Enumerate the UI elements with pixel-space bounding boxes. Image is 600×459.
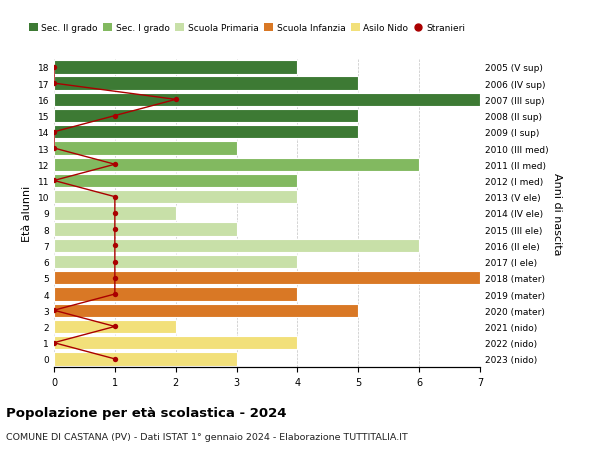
Bar: [54, 304, 358, 317]
Bar: [54, 61, 298, 74]
Bar: [54, 77, 358, 90]
Point: [110, 291, 119, 298]
Point: [110, 194, 119, 201]
Point: [110, 242, 119, 250]
Bar: [54, 336, 298, 350]
Point: [49, 339, 59, 347]
Bar: [54, 174, 298, 188]
Point: [49, 80, 59, 88]
Point: [110, 274, 119, 282]
Y-axis label: Anni di nascita: Anni di nascita: [553, 172, 562, 255]
Point: [49, 307, 59, 314]
Bar: [54, 142, 236, 155]
Point: [110, 258, 119, 266]
Legend: Sec. II grado, Sec. I grado, Scuola Primaria, Scuola Infanzia, Asilo Nido, Stran: Sec. II grado, Sec. I grado, Scuola Prim…: [29, 24, 466, 33]
Text: COMUNE DI CASTANA (PV) - Dati ISTAT 1° gennaio 2024 - Elaborazione TUTTITALIA.IT: COMUNE DI CASTANA (PV) - Dati ISTAT 1° g…: [6, 432, 408, 442]
Bar: [54, 239, 419, 252]
Bar: [54, 353, 236, 366]
Bar: [54, 320, 176, 333]
Point: [49, 177, 59, 185]
Bar: [54, 223, 236, 236]
Bar: [54, 272, 480, 285]
Bar: [54, 288, 298, 301]
Bar: [54, 190, 298, 204]
Point: [49, 145, 59, 152]
Point: [110, 210, 119, 217]
Point: [171, 96, 181, 104]
Point: [110, 161, 119, 168]
Point: [110, 323, 119, 330]
Bar: [54, 94, 480, 107]
Bar: [54, 126, 358, 139]
Text: Popolazione per età scolastica - 2024: Popolazione per età scolastica - 2024: [6, 406, 287, 419]
Point: [110, 112, 119, 120]
Point: [110, 226, 119, 233]
Point: [49, 129, 59, 136]
Bar: [54, 255, 298, 269]
Point: [110, 355, 119, 363]
Y-axis label: Età alunni: Età alunni: [22, 185, 32, 241]
Point: [49, 64, 59, 72]
Bar: [54, 158, 419, 172]
Bar: [54, 110, 358, 123]
Bar: [54, 207, 176, 220]
